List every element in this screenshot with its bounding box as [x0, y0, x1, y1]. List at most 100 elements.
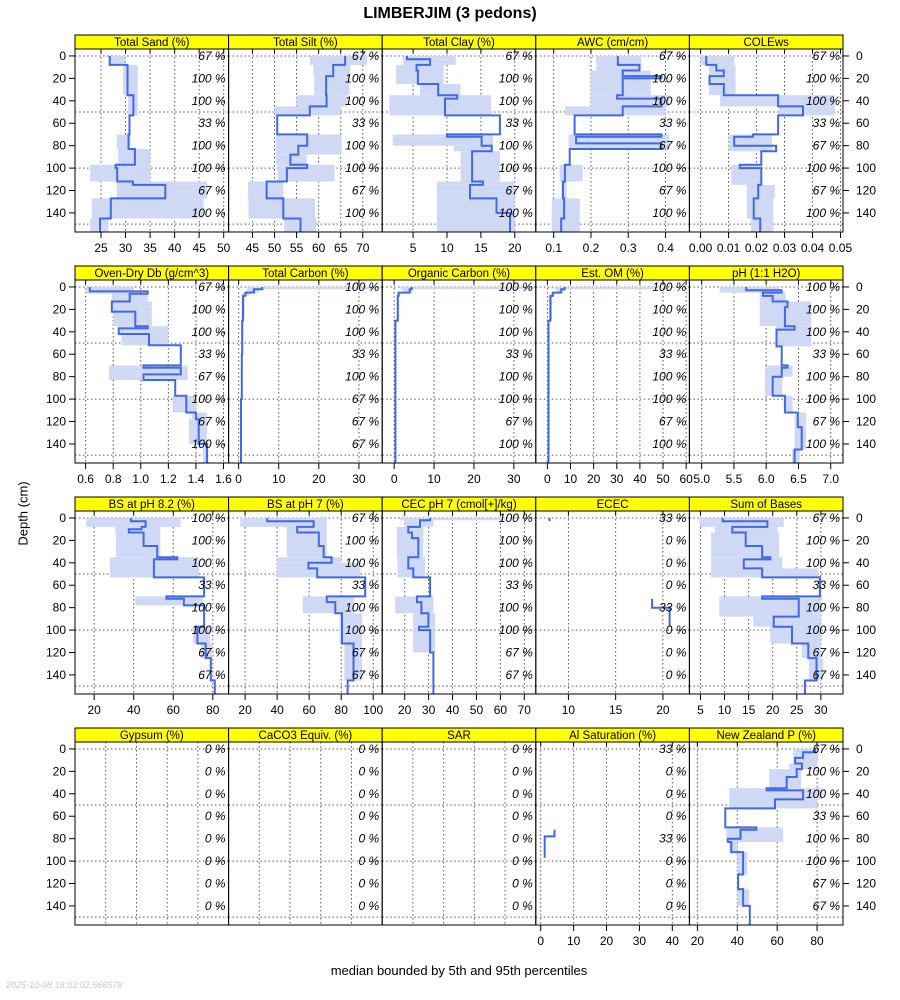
data-coverage-label: 67 % — [352, 646, 380, 660]
panel-title: CaCO3 Equiv. (%) — [259, 730, 353, 742]
percentile-band — [286, 526, 327, 533]
percentile-band — [794, 427, 807, 450]
percentile-band — [460, 151, 500, 182]
data-coverage-label: 100 % — [192, 511, 226, 525]
median-line — [548, 518, 671, 627]
data-coverage-label: 67 % — [659, 139, 687, 153]
percentile-band — [775, 329, 812, 347]
median-line — [547, 287, 566, 463]
data-coverage-label: 100 % — [806, 302, 840, 316]
plot-area: 67 % 100 % 100 % 33 % 67 % 100 % 67 % 100 % — [75, 280, 229, 463]
data-coverage-label: 100 % — [499, 437, 533, 451]
percentile-band — [396, 538, 424, 558]
data-coverage-label: 33 % — [352, 116, 380, 130]
data-coverage-label: 100 % — [192, 325, 226, 339]
y-tick-label: 0 — [856, 280, 863, 294]
data-coverage-label: 100 % — [806, 94, 840, 108]
x-tick-label: 20 — [691, 934, 705, 948]
panel-title: pH (1:1 H2O) — [732, 268, 801, 280]
x-tick-label: 10 — [562, 703, 576, 717]
y-tick-label: 20 — [53, 302, 67, 316]
percentile-band — [759, 292, 786, 296]
y-tick-label: 20 — [53, 764, 67, 778]
data-coverage-label: 100 % — [345, 71, 379, 85]
panel-title: Al Saturation (%) — [569, 730, 656, 742]
x-tick-label: 30 — [119, 241, 133, 255]
y-tick-label: 0 — [59, 280, 66, 294]
percentile-band — [590, 98, 670, 107]
data-coverage-label: 0 % — [666, 899, 687, 913]
percentile-band — [590, 78, 651, 96]
plot-area: 100 % 100 % 100 % 33 % 100 % 100 % 67 % 67 % — [382, 511, 536, 694]
percentile-band — [554, 286, 657, 290]
data-coverage-label: 100 % — [499, 623, 533, 637]
percentile-band — [399, 517, 506, 521]
y-tick-label: 20 — [856, 302, 870, 316]
data-coverage-label: 100 % — [499, 556, 533, 570]
data-coverage-label: 100 % — [345, 601, 379, 615]
y-tick-label: 120 — [46, 646, 66, 660]
x-tick-label: 20 — [656, 703, 670, 717]
plot-area: 67 % 100 % 100 % 33 % 100 % 100 % 67 % 100 % — [382, 49, 536, 232]
y-tick-label: 100 — [856, 392, 876, 406]
data-coverage-label: 0 % — [359, 787, 380, 801]
x-tick-label: 60 — [167, 703, 181, 717]
data-coverage-label: 100 % — [499, 94, 533, 108]
data-coverage-label: 100 % — [499, 325, 533, 339]
x-tick-label: 0.04 — [801, 241, 825, 255]
data-coverage-label: 100 % — [806, 854, 840, 868]
data-coverage-label: 33 % — [659, 347, 687, 361]
data-coverage-label: 100 % — [806, 764, 840, 778]
plot-area: 67 % 100 % 100 % 33 % 100 % 100 % 67 % 67 % — [689, 511, 843, 694]
x-tick-label: 0.02 — [745, 241, 769, 255]
percentile-band — [711, 545, 779, 558]
median-line — [240, 287, 264, 463]
x-tick-label: 5 — [410, 241, 417, 255]
data-coverage-label: 100 % — [499, 392, 533, 406]
data-coverage-label: 67 % — [659, 415, 687, 429]
percentile-band — [248, 198, 316, 219]
percentile-band — [699, 517, 784, 522]
x-tick-label: 15 — [474, 241, 488, 255]
percentile-band — [116, 134, 131, 150]
y-tick-label: 120 — [46, 184, 66, 198]
x-tick-label: 40 — [446, 703, 460, 717]
data-coverage-label: 0 % — [512, 854, 533, 868]
data-coverage-label: 100 % — [806, 370, 840, 384]
panel-total-sand: Total Sand (%) 67 % 100 % 100 % 33 % 100 % 100… — [46, 34, 231, 255]
x-tick-label: 0.05 — [829, 241, 853, 255]
x-tick-label: 20 — [87, 703, 101, 717]
panel-title: Oven-Dry Db (g/cm^3) — [94, 268, 209, 280]
percentile-band — [413, 626, 436, 631]
data-coverage-label: 0 % — [359, 809, 380, 823]
data-coverage-label: 67 % — [352, 49, 380, 63]
y-tick-label: 20 — [53, 533, 67, 547]
data-coverage-label: 100 % — [192, 437, 226, 451]
x-tick-label: 65 — [334, 241, 348, 255]
percentile-band — [135, 598, 203, 606]
y-tick-label: 40 — [856, 556, 870, 570]
data-coverage-label: 100 % — [806, 533, 840, 547]
percentile-band — [115, 545, 161, 558]
data-coverage-label: 100 % — [806, 787, 840, 801]
percentile-band — [118, 328, 169, 335]
y-tick-label: 0 — [59, 511, 66, 525]
data-coverage-label: 100 % — [345, 94, 379, 108]
percentile-band — [726, 827, 784, 830]
x-tick-label: 0 — [537, 934, 544, 948]
percentile-band — [750, 218, 774, 232]
y-tick-label: 40 — [53, 94, 67, 108]
x-tick-label: 30 — [610, 472, 624, 486]
data-coverage-label: 33 % — [505, 347, 533, 361]
x-tick-label: 0 — [544, 472, 551, 486]
percentile-band — [551, 218, 580, 232]
data-coverage-label: 100 % — [345, 533, 379, 547]
data-coverage-label: 100 % — [806, 161, 840, 175]
data-coverage-label: 100 % — [345, 161, 379, 175]
x-tick-label: 80 — [335, 703, 349, 717]
percentile-band — [711, 568, 819, 578]
panel-al-saturation: Al Saturation (%)33 %0 %0 %0 %33 %0 %0 %… — [535, 727, 690, 948]
x-tick-label: 1.0 — [132, 472, 149, 486]
x-tick-label: 5.5 — [726, 472, 743, 486]
